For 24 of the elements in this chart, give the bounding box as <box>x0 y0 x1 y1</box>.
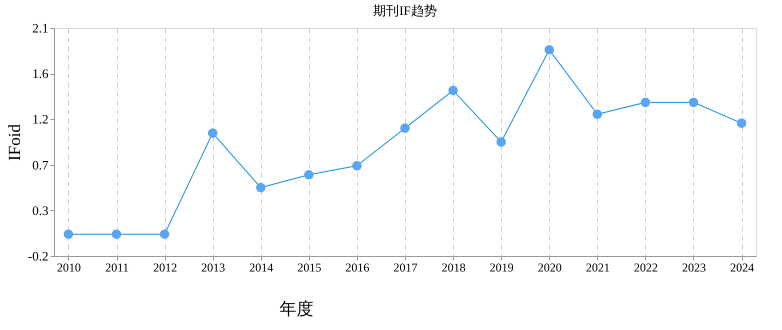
chart-title: 期刊IF趋势 <box>373 3 437 18</box>
x-tick-label: 2023 <box>682 260 706 274</box>
x-tick-label: 2016 <box>345 260 370 274</box>
y-tick-label: -0.2 <box>28 248 48 264</box>
y-tick-label: 0.3 <box>32 202 48 218</box>
x-tick-label: 2024 <box>730 260 754 274</box>
x-tick-label: 2019 <box>490 260 514 274</box>
x-tick-label: 2011 <box>105 260 129 274</box>
x-tick-label: 2020 <box>538 260 562 274</box>
y-tick-label: 1.2 <box>32 112 48 127</box>
y-tick-label: 2.1 <box>32 20 48 36</box>
x-tick-label: 2017 <box>394 260 418 274</box>
x-tick-label: 2021 <box>586 260 610 274</box>
x-tick-label: 2010 <box>56 260 81 274</box>
x-axis-title: 年度 <box>280 300 314 318</box>
x-tick-label: 2014 <box>249 260 274 274</box>
x-tick-label: 2018 <box>442 260 466 274</box>
y-axis-title: IFoid <box>4 124 24 161</box>
x-tick-label: 2013 <box>201 260 226 274</box>
x-tick-label: 2022 <box>634 260 658 274</box>
x-tick-label: 2015 <box>297 260 322 274</box>
y-tick-label: 0.7 <box>32 157 49 172</box>
x-tick-label: 2012 <box>153 260 178 274</box>
y-tick-label: 1.6 <box>32 66 49 82</box>
